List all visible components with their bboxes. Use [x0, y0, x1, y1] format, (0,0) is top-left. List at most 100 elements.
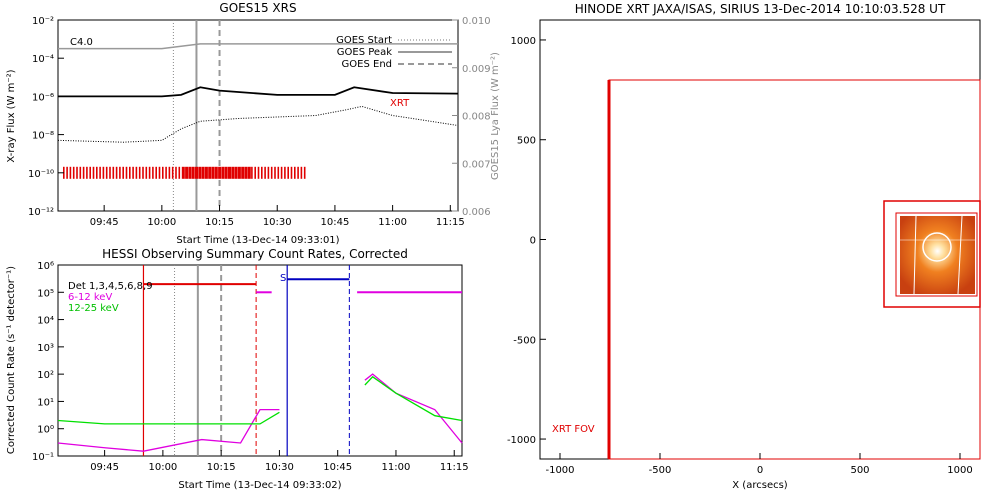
- goes-xrt-label: XRT: [390, 98, 410, 109]
- hessi-s-marker: S: [280, 273, 286, 284]
- goes-y-tick-label: 10⁻⁶: [32, 92, 54, 103]
- xrt-image-limb-right: [957, 215, 963, 295]
- xrt-subfield-inner: [895, 212, 978, 297]
- xrt-observation-tick: [185, 166, 189, 179]
- goes-y-axis-right: 0.010 0.009 0.008 0.007 0.006: [452, 16, 491, 218]
- xrt-observation-tick: [204, 166, 208, 179]
- xrt-y-axis: 1000 500 0 -500 -1000: [507, 36, 546, 446]
- xrt-observation-tick: [178, 166, 181, 179]
- xrt-observation-tick: [129, 166, 131, 179]
- xrt-observation-tick: [76, 166, 78, 179]
- hessi-xlabel: Start Time (13-Dec-14 09:33:02): [178, 480, 341, 491]
- xrt-image-circle: [922, 232, 952, 262]
- xrt-observation-tick: [181, 166, 185, 179]
- xrt-xlabel: X (arcsecs): [732, 480, 788, 491]
- goes-y-right-tick-label: 0.009: [462, 64, 491, 75]
- legend-goes-start: GOES Start: [336, 35, 392, 46]
- xrt-observation-tick: [264, 166, 266, 179]
- goes-x-tick-label: 10:00: [147, 217, 176, 228]
- hessi-12-25-kev-line: [57, 411, 280, 425]
- xrt-observation-tick: [72, 166, 75, 179]
- xrt-observation-tick: [231, 166, 235, 179]
- xrt-observation-tick: [228, 166, 231, 179]
- xrt-y-tick-label: 1000: [511, 36, 536, 47]
- xrt-observation-tick: [237, 166, 241, 179]
- hessi-x-tick-label: 10:45: [323, 462, 352, 473]
- xrt-observation-tick: [66, 166, 68, 179]
- xrt-observation-tick: [89, 166, 91, 179]
- goes-lya-line: [58, 43, 458, 50]
- xrt-observation-tick: [290, 166, 293, 179]
- xrt-observation-tick: [155, 166, 157, 179]
- goes-legend: GOES Start GOES Peak GOES End: [336, 35, 452, 70]
- xrt-observation-tick: [138, 166, 141, 179]
- hessi-x-axis: 09:45 10:00 10:15 10:30 10:45 11:00 11:15: [90, 450, 469, 473]
- hessi-12-25-kev-line: [364, 375, 463, 422]
- xrt-panel: HINODE XRT JAXA/ISAS, SIRIUS 13-Dec-2014…: [507, 2, 981, 491]
- xrt-observation-tick: [112, 166, 115, 179]
- xrt-observation-tick: [109, 166, 111, 179]
- hessi-x-tick-label: 09:45: [90, 462, 119, 473]
- hessi-6-12-kev-line: [57, 408, 280, 452]
- hessi-y-tick-label: 10⁻¹: [32, 452, 54, 463]
- xrt-observation-tick: [148, 166, 151, 179]
- xrt-observation-tick: [267, 166, 270, 179]
- xrt-observation-tick: [162, 166, 164, 179]
- xrt-observation-tick: [214, 166, 218, 179]
- xrt-observation-tick: [224, 166, 228, 179]
- xrt-x-tick-label: 500: [850, 465, 869, 476]
- xrt-observation-tick: [287, 166, 289, 179]
- goes-x-tick-label: 09:45: [90, 217, 119, 228]
- xrt-title: HINODE XRT JAXA/ISAS, SIRIUS 13-Dec-2014…: [575, 2, 946, 16]
- xrt-x-axis: -1000 -500 0 500 1000: [545, 453, 973, 476]
- hessi-panel: HESSI Observing Summary Count Rates, Cor…: [6, 247, 469, 491]
- goes-y-tick-label: 10⁻¹²: [28, 207, 54, 218]
- xrt-observation-tick: [218, 166, 222, 179]
- xrt-x-tick-label: -1000: [545, 465, 574, 476]
- xrt-observation-tick: [270, 166, 273, 179]
- xrt-observation-tick: [105, 166, 108, 179]
- xrt-observation-tick: [257, 166, 260, 179]
- goes-ylabel: X-ray Flux (W m⁻²): [6, 69, 17, 162]
- xrt-image-thumbnail: [900, 216, 975, 294]
- goes-class-label: C4.0: [70, 37, 93, 48]
- hessi-legend: Det 1,3,4,5,6,8,9 6-12 keV 12-25 keV: [68, 281, 153, 314]
- xrt-observation-tick: [69, 166, 72, 179]
- goes-y-right-tick-label: 0.010: [462, 16, 491, 27]
- xrt-observation-tick: [175, 166, 177, 179]
- xrt-observation-tick: [247, 166, 251, 179]
- xrt-observation-tick: [280, 166, 283, 179]
- xrt-observation-tick: [165, 166, 167, 179]
- goes-x-tick-label: 11:00: [378, 217, 407, 228]
- xrt-observation-tick: [122, 166, 124, 179]
- xrt-observation-tick: [254, 166, 256, 179]
- xrt-observation-tick: [294, 166, 296, 179]
- goes-x-tick-label: 10:30: [263, 217, 292, 228]
- xrt-observation-tick: [284, 166, 286, 179]
- goes-title: GOES15 XRS: [219, 1, 296, 15]
- xrt-fov-label: XRT FOV: [552, 424, 595, 435]
- goes-plot-content: [57, 20, 459, 211]
- xrt-observation-tick: [188, 166, 192, 179]
- xrt-observation-tick: [119, 166, 121, 179]
- xrt-observation-tick: [82, 166, 85, 179]
- xrt-observation-tick: [277, 166, 280, 179]
- xrt-observation-tick: [261, 166, 263, 179]
- xrt-x-tick-label: 1000: [947, 465, 972, 476]
- xrt-image-limb-left: [913, 215, 917, 295]
- hessi-title: HESSI Observing Summary Count Rates, Cor…: [102, 247, 408, 261]
- xrt-observation-tick: [168, 166, 171, 179]
- hessi-y-tick-label: 10¹: [37, 397, 54, 408]
- hessi-y-axis: 10⁶ 10⁵ 10⁴ 10³ 10² 10¹ 10⁰ 10⁻¹: [32, 261, 64, 463]
- xrt-observation-tick: [96, 166, 98, 179]
- xrt-observation-tick: [125, 166, 128, 179]
- xrt-observation-tick: [142, 166, 144, 179]
- hessi-plot-content: [57, 265, 463, 456]
- hessi-y-tick-label: 10²: [37, 370, 54, 381]
- hessi-y-tick-label: 10⁶: [37, 261, 54, 272]
- xrt-observation-tick: [99, 166, 101, 179]
- goes-long-line: [58, 86, 459, 98]
- xrt-x-tick-label: -500: [649, 465, 672, 476]
- xrt-observation-tick: [102, 166, 105, 179]
